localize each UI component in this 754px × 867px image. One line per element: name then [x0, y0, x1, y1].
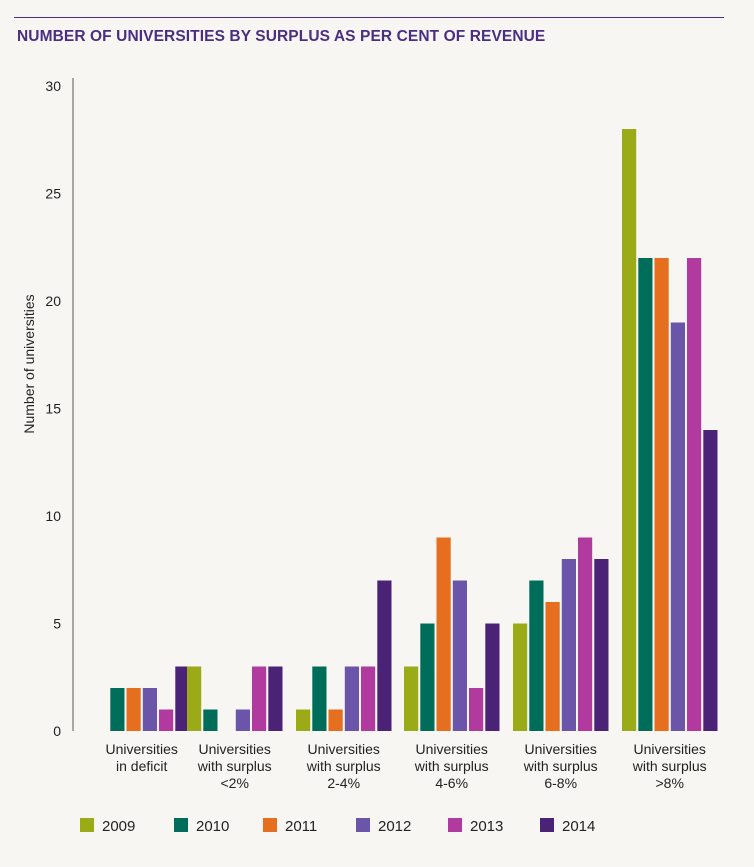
- category-label-line: Universities: [416, 741, 488, 757]
- bar-2012-cat-5: [670, 322, 685, 731]
- bar-2012-cat-0: [142, 688, 157, 731]
- legend-label-2014: 2014: [562, 818, 595, 835]
- bar-2011-cat-5: [654, 258, 669, 731]
- bar-2012-cat-4: [561, 559, 576, 731]
- category-label-line: in deficit: [116, 758, 167, 774]
- bar-2009-cat-4: [513, 623, 528, 731]
- bar-2013-cat-4: [578, 537, 593, 731]
- bar-2009-cat-3: [404, 666, 419, 731]
- bar-2013-cat-3: [469, 688, 484, 731]
- bar-2014-cat-5: [703, 430, 718, 731]
- bar-2013-cat-2: [361, 666, 376, 731]
- legend-swatch-2012: [356, 818, 370, 832]
- chart-title: NUMBER OF UNIVERSITIES BY SURPLUS AS PER…: [17, 28, 546, 45]
- y-tick-label: 5: [53, 616, 61, 632]
- bar-2011-cat-0: [126, 688, 141, 731]
- bars: [110, 129, 718, 731]
- category-label-line: Universities: [525, 741, 597, 757]
- bar-2011-cat-4: [545, 602, 560, 731]
- legend-swatch-2013: [448, 818, 462, 832]
- legend: 2009 2010 2011 2012 2013 2014: [80, 818, 595, 835]
- category-label-line: Universities: [199, 741, 271, 757]
- y-tick-label: 25: [45, 186, 61, 202]
- y-axis-label: Number of universities: [21, 294, 37, 433]
- y-tick-label: 20: [45, 293, 61, 309]
- y-tick-label: 0: [53, 723, 61, 739]
- bar-2011-cat-2: [328, 709, 343, 731]
- legend-swatch-2009: [80, 818, 94, 832]
- bar-2009-cat-2: [296, 709, 311, 731]
- bar-2014-cat-0: [175, 666, 190, 731]
- category-label-line: Universities: [634, 741, 706, 757]
- legend-swatch-2014: [540, 818, 554, 832]
- category-label-line: >8%: [655, 775, 683, 791]
- legend-label-2009: 2009: [102, 818, 135, 835]
- bar-2013-cat-0: [159, 709, 174, 731]
- category-label-line: 2-4%: [327, 775, 360, 791]
- bar-2012-cat-2: [344, 666, 359, 731]
- bar-2010-cat-2: [312, 666, 327, 731]
- bar-2010-cat-5: [638, 258, 653, 731]
- legend-label-2010: 2010: [196, 818, 229, 835]
- category-label-line: Universities: [106, 741, 178, 757]
- bar-2013-cat-1: [252, 666, 267, 731]
- bar-2010-cat-3: [420, 623, 435, 731]
- legend-label-2011: 2011: [285, 818, 317, 835]
- legend-label-2012: 2012: [378, 818, 411, 835]
- category-label-line: with surplus: [523, 758, 598, 774]
- category-label-line: with surplus: [632, 758, 707, 774]
- bar-2010-cat-0: [110, 688, 125, 731]
- legend-label-2013: 2013: [470, 818, 503, 835]
- bar-2014-cat-1: [268, 666, 283, 731]
- category-label-line: with surplus: [306, 758, 381, 774]
- category-label-line: with surplus: [414, 758, 489, 774]
- top-rule: [14, 17, 724, 18]
- bar-2014-cat-4: [594, 559, 609, 731]
- y-tick-label: 10: [45, 508, 61, 524]
- bar-2009-cat-5: [622, 129, 637, 731]
- legend-swatch-2010: [174, 818, 188, 832]
- bar-2013-cat-5: [687, 258, 702, 731]
- bar-2012-cat-3: [452, 580, 467, 731]
- bar-2012-cat-1: [235, 709, 250, 731]
- category-label-line: <2%: [220, 775, 248, 791]
- category-label-line: 4-6%: [435, 775, 468, 791]
- category-label-line: with surplus: [197, 758, 272, 774]
- y-tick-label: 30: [45, 78, 61, 94]
- legend-swatch-2011: [263, 818, 277, 832]
- bar-2011-cat-3: [436, 537, 451, 731]
- category-label-line: 6-8%: [544, 775, 577, 791]
- bar-2010-cat-1: [203, 709, 218, 731]
- y-axis: 0 5 10 15 20 25 30 Number of universities: [21, 78, 74, 739]
- bar-2010-cat-4: [529, 580, 544, 731]
- y-tick-label: 15: [45, 401, 61, 417]
- bar-2014-cat-3: [485, 623, 500, 731]
- bar-2009-cat-1: [187, 666, 202, 731]
- category-label-line: Universities: [308, 741, 380, 757]
- bar-2014-cat-2: [377, 580, 392, 731]
